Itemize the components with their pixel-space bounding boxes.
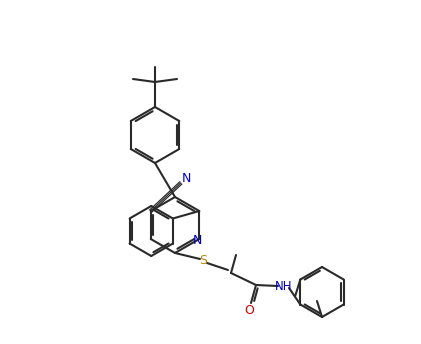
- Text: NH: NH: [275, 280, 293, 293]
- Text: N: N: [192, 234, 202, 247]
- Text: N: N: [182, 172, 192, 184]
- Text: S: S: [199, 255, 207, 268]
- Text: O: O: [244, 303, 254, 316]
